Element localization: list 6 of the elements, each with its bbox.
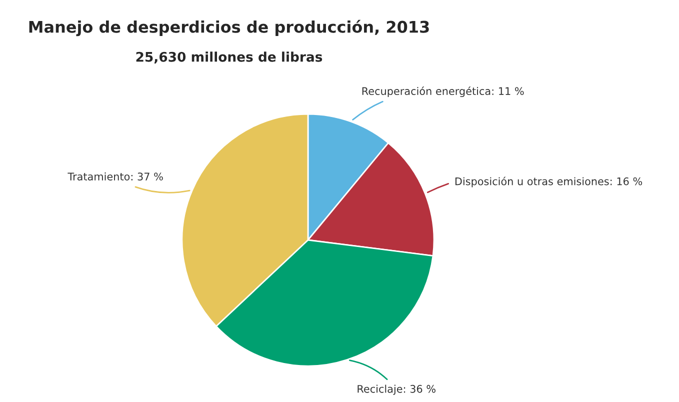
chart-title: Manejo de desperdicios de producción, 2013 bbox=[29, 20, 429, 36]
chart-subtitle: 25,630 millones de libras bbox=[136, 52, 322, 64]
slice-label: Recuperación energética: 11 % bbox=[362, 86, 524, 98]
slice-label: Disposición u otras emisiones: 16 % bbox=[455, 176, 642, 188]
slice-label: Reciclaje: 36 % bbox=[358, 384, 436, 395]
slice-label: Tratamiento: 37 % bbox=[68, 172, 163, 180]
